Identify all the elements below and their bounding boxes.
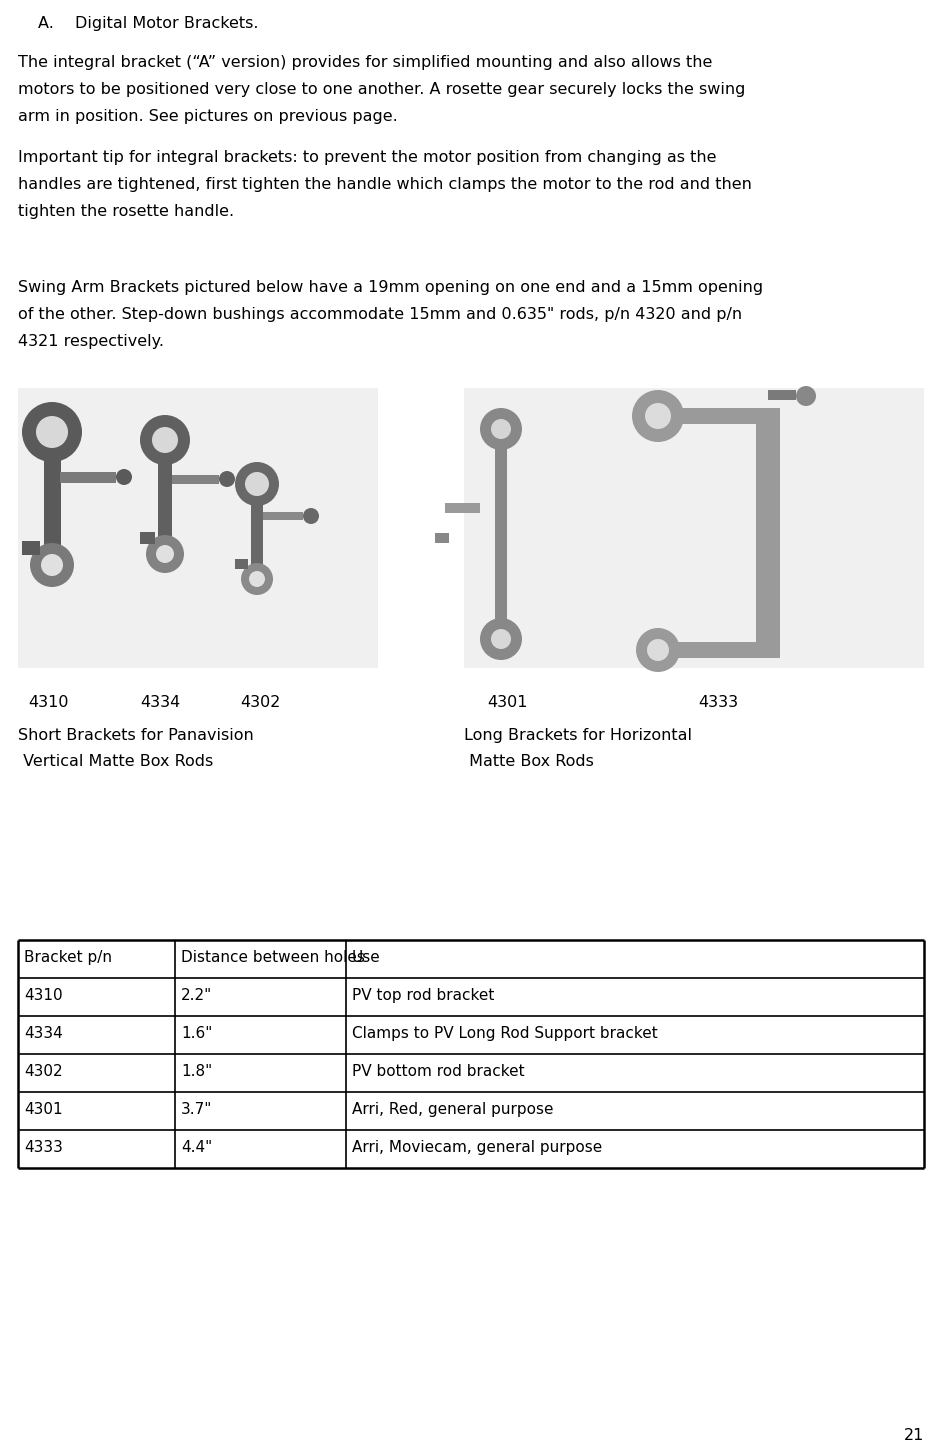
Text: motors to be positioned very close to one another. A rosette gear securely locks: motors to be positioned very close to on… xyxy=(18,82,745,97)
Circle shape xyxy=(249,571,265,587)
Text: handles are tightened, first tighten the handle which clamps the motor to the ro: handles are tightened, first tighten the… xyxy=(18,176,752,192)
Circle shape xyxy=(245,471,269,496)
Text: Arri, Moviecam, general purpose: Arri, Moviecam, general purpose xyxy=(352,1139,602,1155)
Bar xyxy=(158,440,172,554)
Text: 4310: 4310 xyxy=(28,696,69,710)
Text: 4.4": 4.4" xyxy=(181,1139,212,1155)
Circle shape xyxy=(796,386,816,406)
Text: Short Brackets for Panavision: Short Brackets for Panavision xyxy=(18,727,253,743)
Text: 3.7": 3.7" xyxy=(181,1102,212,1116)
Bar xyxy=(660,408,780,424)
Bar xyxy=(251,484,263,578)
Circle shape xyxy=(645,403,671,429)
Text: 4301: 4301 xyxy=(24,1102,62,1116)
Text: 1.6": 1.6" xyxy=(181,1027,212,1041)
Text: 4333: 4333 xyxy=(698,696,739,710)
Bar xyxy=(44,432,61,565)
Circle shape xyxy=(156,545,174,562)
Text: 21: 21 xyxy=(903,1429,924,1443)
Circle shape xyxy=(241,562,273,594)
Text: Distance between holes: Distance between holes xyxy=(181,950,365,964)
Text: of the other. Step-down bushings accommodate 15mm and 0.635" rods, p/n 4320 and : of the other. Step-down bushings accommo… xyxy=(18,307,742,322)
Bar xyxy=(435,534,449,544)
Bar xyxy=(18,388,378,668)
Text: 4333: 4333 xyxy=(24,1139,63,1155)
Circle shape xyxy=(116,469,132,484)
Text: 4302: 4302 xyxy=(240,696,281,710)
Circle shape xyxy=(30,544,74,587)
Circle shape xyxy=(140,415,190,466)
Circle shape xyxy=(480,408,522,450)
Bar xyxy=(756,408,780,658)
Text: 4302: 4302 xyxy=(24,1064,62,1079)
Circle shape xyxy=(146,535,184,573)
Bar xyxy=(768,390,796,401)
Circle shape xyxy=(152,427,178,453)
Text: A.  Digital Motor Brackets.: A. Digital Motor Brackets. xyxy=(38,16,258,30)
Text: Matte Box Rods: Matte Box Rods xyxy=(464,753,593,769)
Circle shape xyxy=(491,629,511,649)
Bar xyxy=(445,503,480,513)
Circle shape xyxy=(632,390,684,442)
Circle shape xyxy=(219,471,235,487)
Text: 4334: 4334 xyxy=(24,1027,63,1041)
Text: Vertical Matte Box Rods: Vertical Matte Box Rods xyxy=(18,753,213,769)
Text: Important tip for integral brackets: to prevent the motor position from changing: Important tip for integral brackets: to … xyxy=(18,150,717,165)
Text: 4310: 4310 xyxy=(24,988,62,1004)
Bar xyxy=(464,388,924,668)
Bar xyxy=(263,512,303,521)
Bar xyxy=(495,429,507,639)
Circle shape xyxy=(636,628,680,672)
Bar xyxy=(140,532,155,544)
Text: 4334: 4334 xyxy=(140,696,180,710)
Text: PV top rod bracket: PV top rod bracket xyxy=(352,988,495,1004)
Text: Long Brackets for Horizontal: Long Brackets for Horizontal xyxy=(464,727,692,743)
Text: 1.8": 1.8" xyxy=(181,1064,212,1079)
Bar xyxy=(22,541,40,555)
Text: The integral bracket (“A” version) provides for simplified mounting and also all: The integral bracket (“A” version) provi… xyxy=(18,55,712,69)
Circle shape xyxy=(647,639,669,661)
Circle shape xyxy=(41,554,63,576)
Circle shape xyxy=(22,402,82,463)
Bar xyxy=(60,471,116,483)
Bar xyxy=(660,642,780,658)
Text: 2.2": 2.2" xyxy=(181,988,212,1004)
Circle shape xyxy=(235,463,279,506)
Bar xyxy=(172,474,219,484)
Text: arm in position. See pictures on previous page.: arm in position. See pictures on previou… xyxy=(18,108,398,124)
Circle shape xyxy=(480,617,522,659)
Circle shape xyxy=(491,419,511,440)
Text: Use: Use xyxy=(352,950,381,964)
Text: 4321 respectively.: 4321 respectively. xyxy=(18,334,164,348)
Text: 4301: 4301 xyxy=(487,696,528,710)
Text: PV bottom rod bracket: PV bottom rod bracket xyxy=(352,1064,525,1079)
Text: Arri, Red, general purpose: Arri, Red, general purpose xyxy=(352,1102,554,1116)
Bar xyxy=(235,560,248,568)
Circle shape xyxy=(303,508,319,523)
Text: Bracket p/n: Bracket p/n xyxy=(24,950,112,964)
Text: tighten the rosette handle.: tighten the rosette handle. xyxy=(18,204,235,218)
Text: Clamps to PV Long Rod Support bracket: Clamps to PV Long Rod Support bracket xyxy=(352,1027,658,1041)
Text: Swing Arm Brackets pictured below have a 19mm opening on one end and a 15mm open: Swing Arm Brackets pictured below have a… xyxy=(18,281,763,295)
Circle shape xyxy=(36,416,68,448)
